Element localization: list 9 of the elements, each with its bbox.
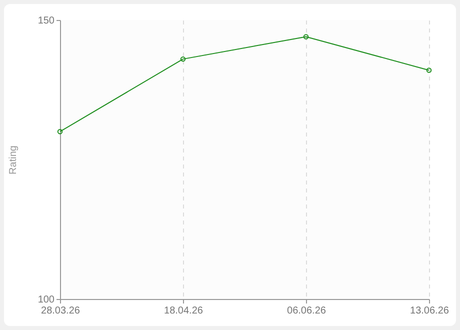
point	[180, 56, 186, 62]
y-tick-label: 150	[38, 16, 55, 26]
y-tick-label: 100	[38, 294, 55, 306]
x-tick-label: 06.06.26	[287, 306, 326, 316]
x-tick-label: 18.04.26	[164, 306, 204, 316]
x-tick-label: 28.03.26	[41, 306, 80, 316]
y-axis-title: Rating	[8, 146, 19, 174]
x-tick-label: 13.06.26	[410, 306, 450, 316]
point	[303, 34, 309, 40]
